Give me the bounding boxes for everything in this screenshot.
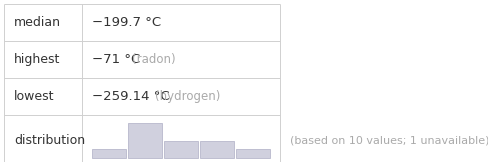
Text: highest: highest: [14, 53, 60, 66]
Bar: [92, 149, 126, 158]
Bar: [199, 140, 234, 158]
Text: −199.7 °C: −199.7 °C: [92, 16, 161, 29]
Text: median: median: [14, 16, 61, 29]
Text: (hydrogen): (hydrogen): [155, 90, 220, 103]
Text: (radon): (radon): [131, 53, 175, 66]
Text: −259.14 °C: −259.14 °C: [92, 90, 169, 103]
Text: lowest: lowest: [14, 90, 54, 103]
Text: −71 °C: −71 °C: [92, 53, 140, 66]
Bar: [235, 149, 269, 158]
Bar: [128, 123, 162, 158]
Bar: [163, 140, 198, 158]
Text: (based on 10 values; 1 unavailable): (based on 10 values; 1 unavailable): [289, 135, 488, 145]
Text: distribution: distribution: [14, 134, 85, 147]
